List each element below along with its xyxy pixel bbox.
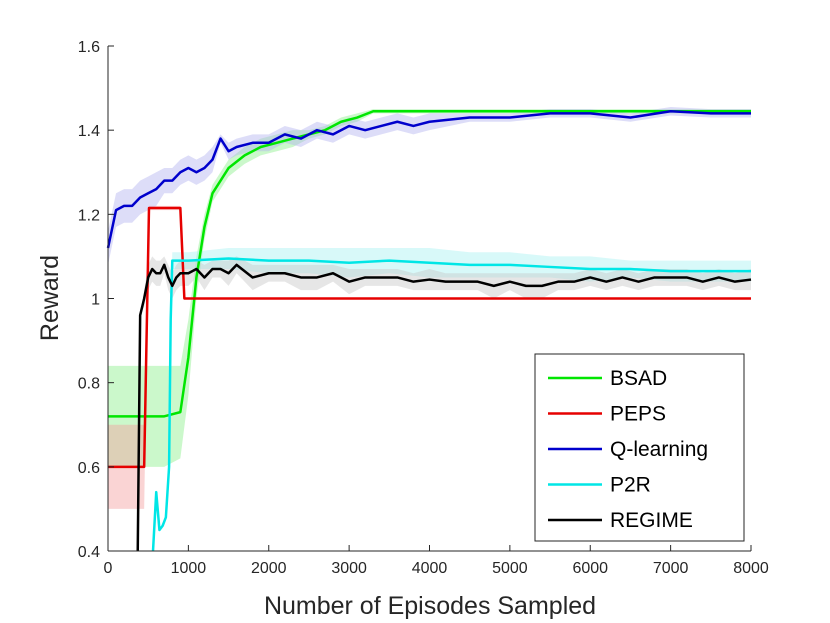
regime-line	[136, 263, 752, 552]
legend-box	[534, 353, 745, 542]
x-axis-title: Number of Episodes Sampled	[264, 592, 596, 620]
x-tick-label: 6000	[572, 560, 608, 577]
y-tick-label: 0.8	[78, 376, 100, 393]
y-tick-label: 1	[91, 292, 100, 309]
x-tick-label: 4000	[412, 560, 448, 577]
x-tick-label: 2000	[251, 560, 287, 577]
x-ticks: 0 1000 2000 3000 4000 5000 6000 7000 8000	[104, 545, 769, 577]
y-tick-label: 0.4	[78, 544, 100, 561]
bsad-band	[108, 109, 751, 467]
p2r-line	[151, 257, 751, 552]
x-tick-label: 7000	[653, 560, 689, 577]
x-tick-label: 8000	[733, 560, 769, 577]
y-ticks: 0.4 0.6 0.8 1 1.2 1.4 1.6	[78, 39, 114, 561]
x-tick-label: 1000	[171, 560, 207, 577]
legend-label-peps: PEPS	[610, 403, 666, 426]
legend-label-regime: REGIME	[610, 509, 693, 532]
peps-line	[108, 206, 751, 469]
y-tick-label: 0.6	[78, 460, 100, 477]
y-tick-label: 1.4	[78, 123, 100, 140]
x-tick-label: 0	[104, 560, 113, 577]
legend-label-q-learning: Q-learning	[610, 438, 708, 461]
bsad-line	[108, 109, 751, 418]
y-tick-label: 1.2	[78, 207, 100, 224]
y-axis-title: Reward	[36, 255, 64, 341]
regime-band	[137, 256, 751, 551]
legend: BSAD PEPS Q-learning P2R REGIME	[534, 353, 745, 542]
x-tick-label: 5000	[492, 560, 528, 577]
q-learning-line	[106, 109, 751, 249]
legend-label-p2r: P2R	[610, 474, 651, 497]
legend-label-bsad: BSAD	[610, 367, 667, 390]
x-tick-label: 3000	[331, 560, 367, 577]
series-lines	[106, 109, 752, 552]
q-learning-band	[108, 107, 751, 265]
y-tick-label: 1.6	[78, 39, 100, 56]
